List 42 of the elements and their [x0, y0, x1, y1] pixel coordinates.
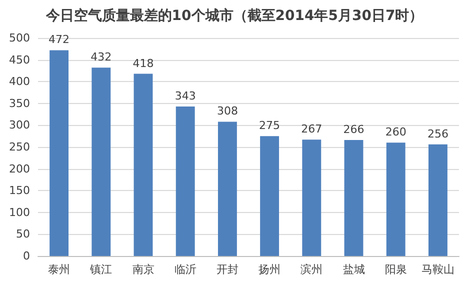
bar [260, 136, 280, 256]
y-tick-label: 350 [9, 96, 30, 110]
x-tick-label: 盐城 [342, 263, 365, 276]
data-label: 267 [301, 122, 322, 136]
data-label: 472 [48, 33, 70, 46]
bar [50, 50, 69, 256]
bar [176, 106, 195, 256]
bar [218, 122, 237, 256]
x-tick-label: 扬州 [258, 263, 281, 276]
data-label: 266 [343, 123, 364, 136]
x-tick-label: 阳泉 [384, 263, 407, 276]
y-tick-label: 400 [9, 75, 30, 88]
x-tick-label: 开封 [216, 263, 238, 276]
data-label: 308 [216, 104, 238, 118]
bar [302, 140, 322, 256]
data-label: 418 [132, 56, 154, 70]
bar [344, 140, 364, 256]
data-label: 432 [90, 50, 112, 64]
y-tick-label: 150 [9, 184, 30, 198]
bar [386, 142, 406, 256]
data-label: 343 [174, 89, 196, 102]
bar [92, 68, 111, 256]
x-tick-label: 镇江 [89, 263, 112, 276]
x-tick-label: 泰州 [48, 263, 70, 276]
y-tick-label: 300 [9, 118, 30, 132]
y-tick-label: 0 [23, 250, 30, 262]
y-tick-label: 50 [16, 228, 30, 241]
y-tick-label: 200 [9, 162, 30, 176]
y-tick-label: 500 [9, 32, 30, 44]
y-tick-label: 100 [9, 206, 30, 219]
x-tick-label: 滨州 [300, 263, 323, 276]
y-tick-label: 250 [9, 140, 30, 154]
data-label: 275 [259, 119, 280, 132]
bar [134, 74, 153, 256]
data-label: 260 [385, 126, 406, 139]
x-tick-label: 南京 [132, 263, 154, 276]
x-tick-label: 马鞍山 [421, 263, 454, 276]
chart-title: 今日空气质量最差的10个城市（截至2014年5月30日7时） [44, 7, 424, 24]
x-tick-label: 临沂 [174, 263, 196, 276]
bar [428, 144, 448, 256]
data-label: 256 [427, 127, 448, 140]
y-tick-label: 450 [9, 53, 30, 66]
